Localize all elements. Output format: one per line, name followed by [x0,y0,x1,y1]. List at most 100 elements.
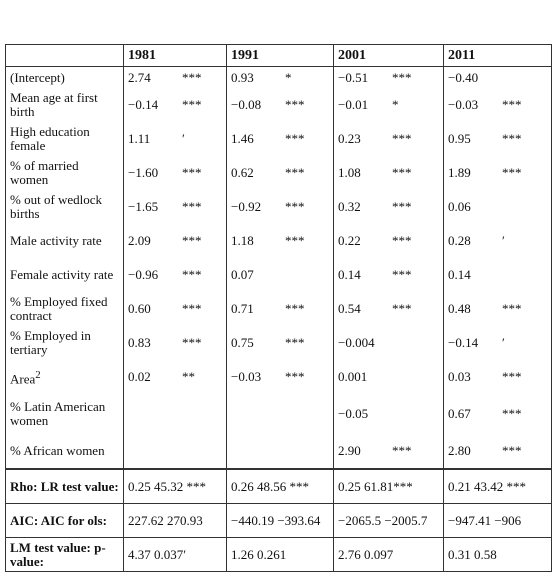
significance: *** [285,233,305,248]
column-header: 1991 [226,44,334,67]
significance: *** [285,97,305,112]
significance: *** [392,165,412,180]
coefficient: 0.71 [231,301,254,316]
data-cell: −0.40 [443,66,552,88]
data-cell: 0.07 [226,258,334,292]
row-label: Area2 [5,360,124,394]
row-label: % of married women [5,156,124,190]
significance: *** [285,369,305,384]
row-label: Male activity rate [5,224,124,258]
data-cell: 0.001 [333,360,444,394]
stat-label: LM test value: p-value: [5,537,124,572]
significance: *** [502,165,522,180]
data-cell: −0.01 * [333,88,444,122]
coefficient: 1.89 [448,165,471,180]
coefficient: −0.08 [231,97,262,112]
data-cell: 0.54 *** [333,292,444,326]
row-label-text: Female activity rate [10,267,114,282]
data-cell: 2.74 *** [123,66,227,88]
corner-cell [5,44,124,67]
data-cell: −0.92 *** [226,190,334,224]
row-label-text: Male activity rate [10,233,102,248]
row-label: % Employed in tertiary [5,326,124,360]
table-row: % out of wedlock births −1.65 *** −0.92 *** 0… [5,190,552,224]
stat-cell: 2.76 0.097 [333,537,444,572]
row-label: % Latin American women [5,394,124,434]
significance: *** [285,301,305,316]
data-cell [123,434,227,469]
significance: *** [502,443,522,458]
data-cell: −0.03 *** [443,88,552,122]
coefficient: −0.004 [338,335,375,350]
significance: * [392,97,399,112]
stat-cell: 0.21 43.42 *** [443,468,552,504]
data-cell: 0.22 *** [333,224,444,258]
stat-row: LM test value: p-value: 4.37 0.037′ 1.26 0… [5,537,552,572]
column-header: 2001 [333,44,444,67]
table-row: (Intercept) 2.74 *** 0.93 * −0.51 *** −0.40 [5,66,552,88]
table-row: % Employed in tertiary 0.83 *** 0.75 *** −0.0… [5,326,552,360]
significance: *** [392,199,412,214]
row-label-text: Area [10,371,36,387]
coefficient: 0.93 [231,69,254,85]
significance: *** [392,131,412,146]
stat-cell: −947.41 −906 [443,503,552,538]
coefficient: 0.54 [338,301,361,316]
coefficient: 0.62 [231,165,254,180]
data-cell: 0.95 *** [443,122,552,156]
coefficient: 0.07 [231,267,254,282]
coefficient: −0.03 [231,369,262,384]
significance: *** [285,165,305,180]
data-cell: 0.48 *** [443,292,552,326]
coefficient: −0.92 [231,199,262,214]
significance: *** [502,369,522,384]
significance: *** [285,335,305,350]
data-cell: 2.90 *** [333,434,444,469]
table-row: % Employed fixed contract 0.60 *** 0.71 *** 0… [5,292,552,326]
data-cell: 0.03 *** [443,360,552,394]
row-label-text: Mean age at first birth [10,90,98,119]
coefficient: 0.22 [338,233,361,248]
significance: ′ [182,131,185,146]
stat-cell: 1.26 0.261 [226,537,334,572]
stat-row: Rho: LR test value: 0.25 45.32 *** 0.26 48… [5,468,552,504]
row-label: Mean age at first birth [5,88,124,122]
coefficient: 2.90 [338,443,361,458]
row-label-text: % Latin American women [10,399,106,428]
column-header: 2011 [443,44,552,67]
coefficient: 0.60 [128,301,151,316]
row-label: High education female [5,122,124,156]
coefficient: −1.60 [128,165,159,180]
coefficient: 0.23 [338,131,361,146]
significance: *** [285,199,305,214]
column-header: 1981 [123,44,227,67]
significance: *** [182,301,202,316]
significance: ** [182,369,195,384]
coefficient: −1.65 [128,199,159,214]
significance: *** [182,267,202,282]
row-label-text: % Employed in tertiary [10,328,91,357]
data-cell: 0.83 *** [123,326,227,360]
row-label-text: % of married women [10,158,79,187]
significance: *** [392,69,412,85]
coefficient: 1.08 [338,165,361,180]
table-body: (Intercept) 2.74 *** 0.93 * −0.51 *** −0.40 Mean… [5,66,552,572]
coefficient: 0.14 [448,267,471,282]
stat-cell: 0.25 45.32 *** [123,468,227,504]
stat-cell: 227.62 270.93 [123,503,227,538]
data-cell: 2.09 *** [123,224,227,258]
data-cell: 0.71 *** [226,292,334,326]
data-cell: 0.02 ** [123,360,227,394]
data-cell: −1.60 *** [123,156,227,190]
superscript: 2 [35,368,41,381]
coefficient: 0.14 [338,267,361,282]
significance: *** [182,335,202,350]
coefficient: −0.40 [448,69,479,85]
significance: *** [392,267,412,282]
significance: *** [285,131,305,146]
coefficient: −0.01 [338,97,369,112]
significance: *** [182,165,202,180]
significance: *** [502,131,522,146]
data-cell: −0.05 [333,394,444,434]
